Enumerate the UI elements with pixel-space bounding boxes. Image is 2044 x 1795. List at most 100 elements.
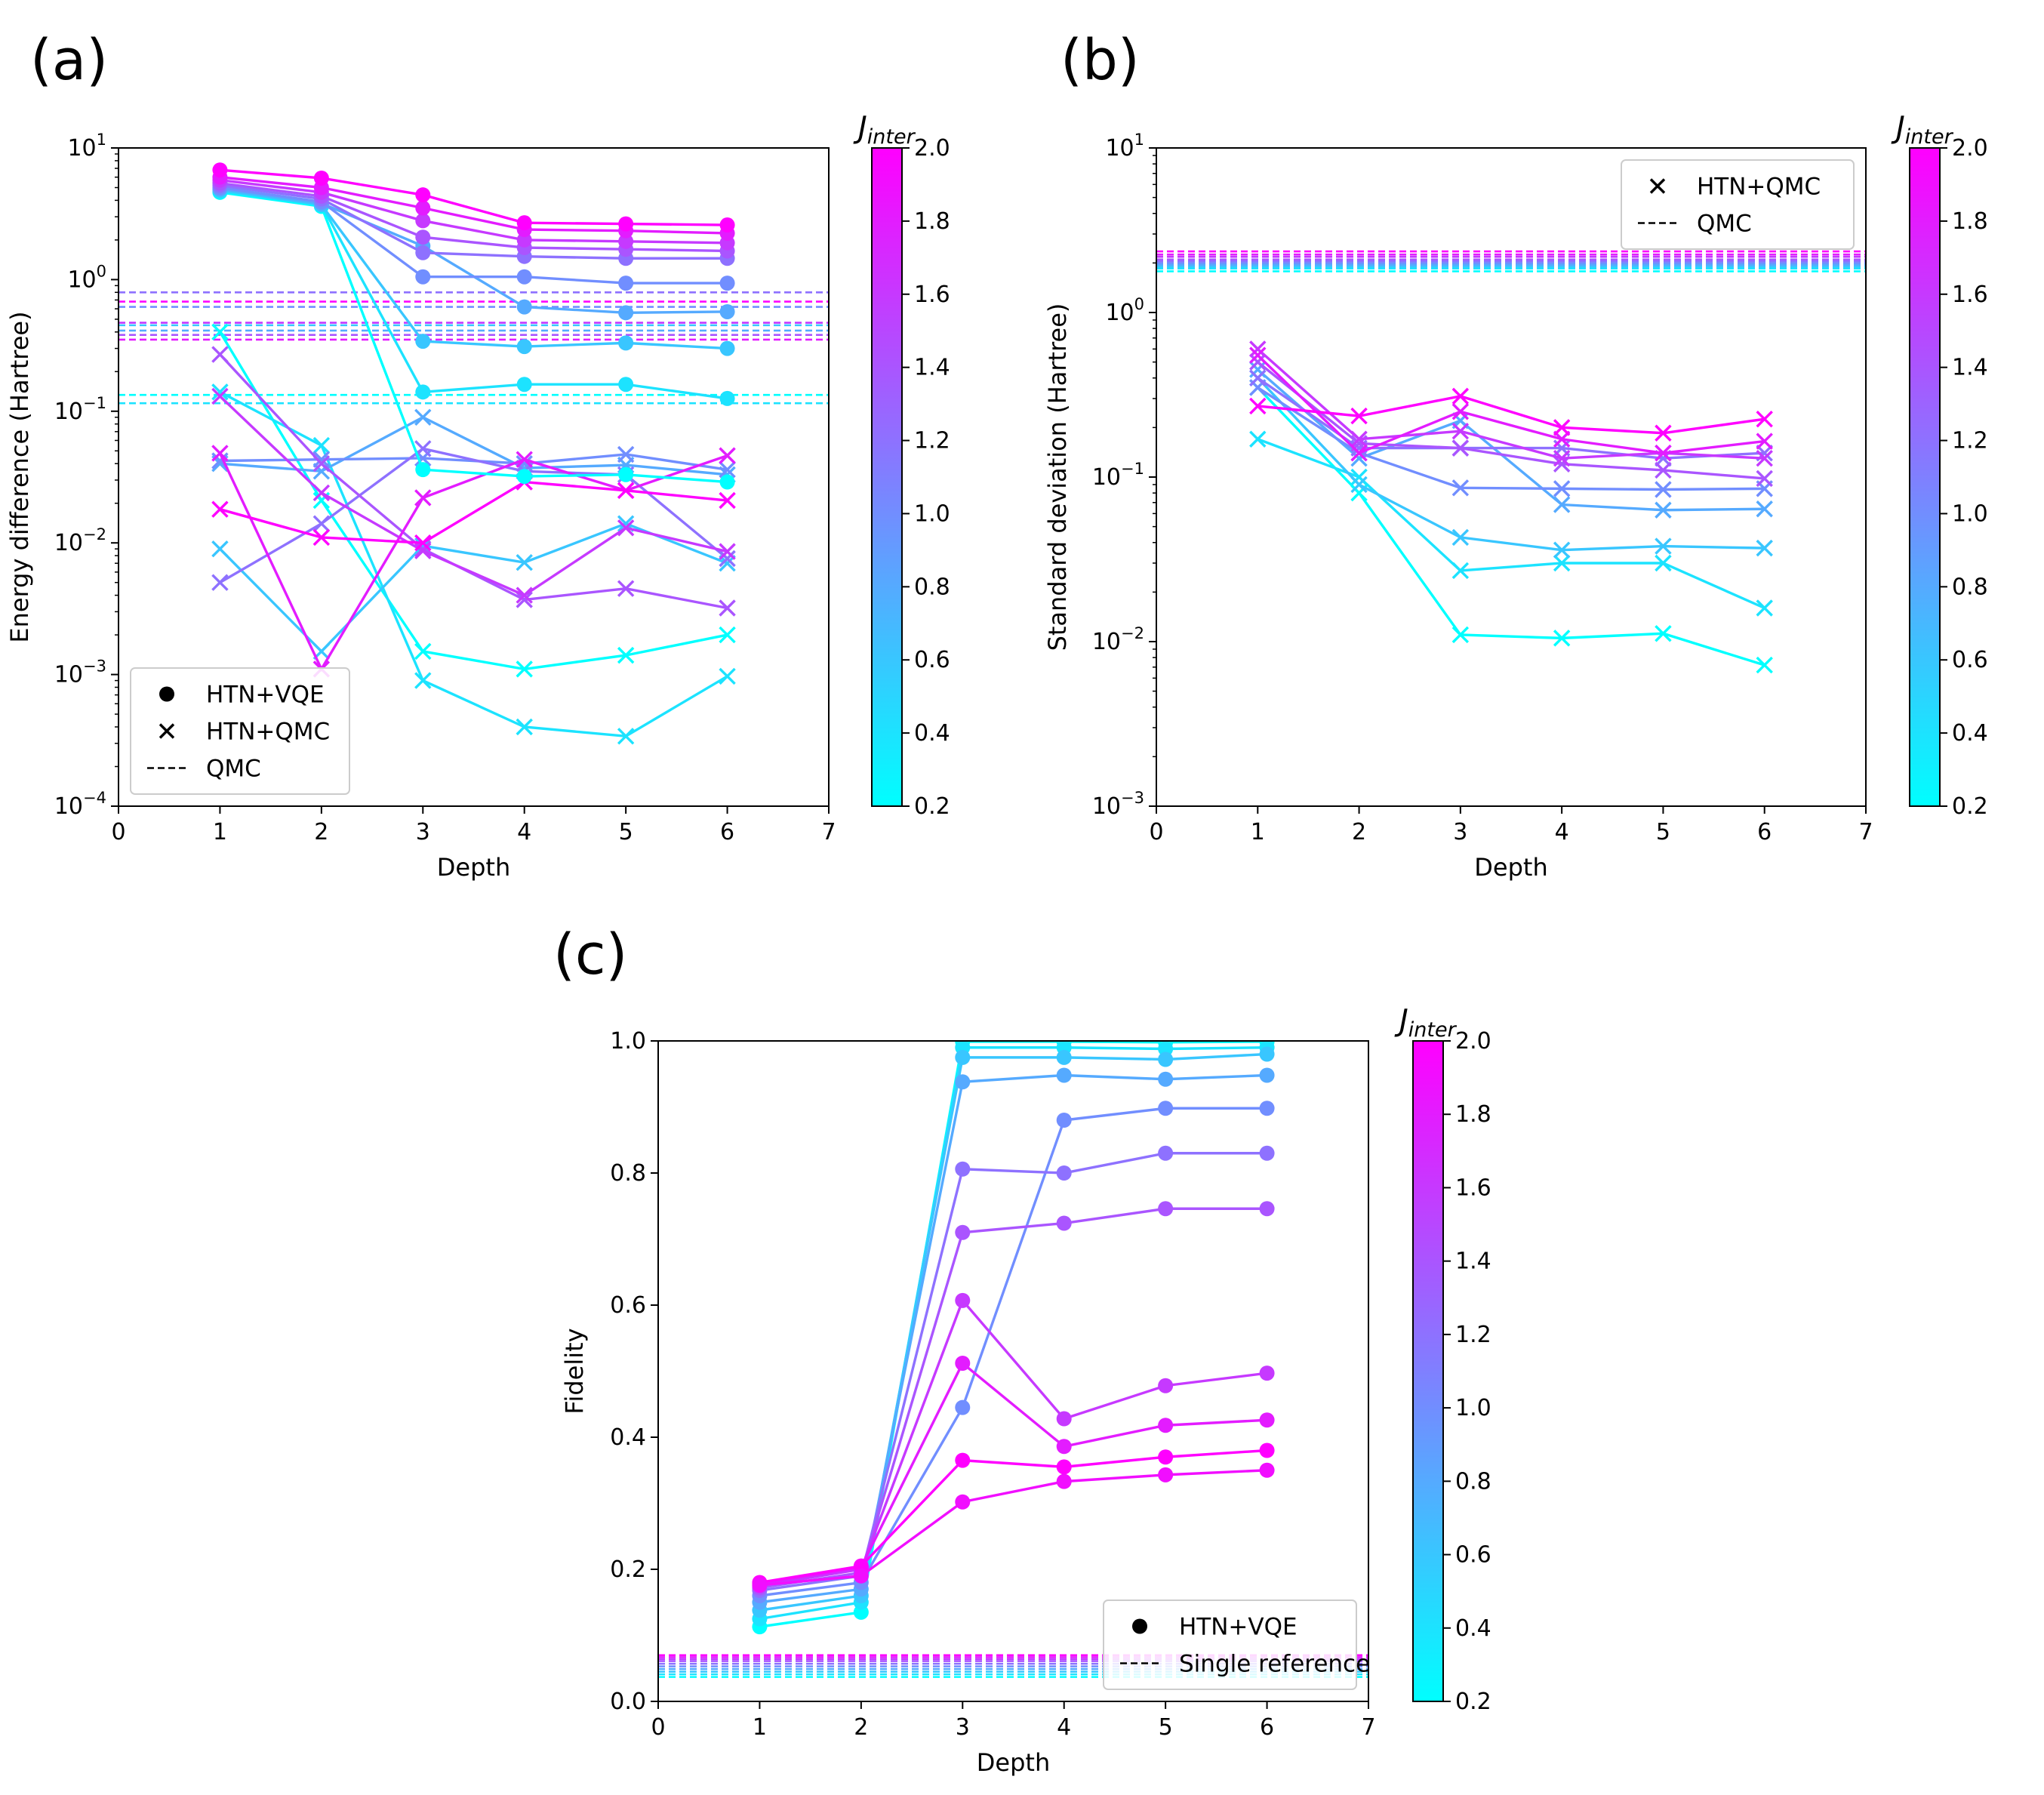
qmc-series-point: [312, 515, 331, 532]
vqe-series-point: [618, 233, 634, 249]
colorbar-tick-label: 0.2: [1952, 793, 1988, 820]
qmc-series-point: [1350, 476, 1368, 494]
vqe-series-point: [719, 217, 735, 233]
x-axis-label: Depth: [1474, 853, 1547, 882]
qmc-series-point: [1553, 541, 1571, 559]
y-tick-label: 10−2: [54, 525, 106, 556]
y-tick-label: 0.4: [610, 1424, 646, 1451]
vqe-series-point: [1056, 1165, 1072, 1181]
y-tick-label: 10−1: [54, 394, 106, 425]
qmc-series-point: [1655, 444, 1672, 462]
x-tick-label: 1: [213, 819, 227, 845]
vqe-series-point: [1158, 1418, 1174, 1433]
qmc-series-point: [617, 580, 635, 597]
qmc-series-point: [211, 540, 229, 558]
vqe-series-line: [220, 189, 728, 400]
vqe-series-line: [759, 1207, 1267, 1590]
x-tick-label: 6: [1757, 819, 1772, 845]
x-tick-label: 5: [619, 819, 633, 845]
vqe-series-point: [1158, 1071, 1174, 1087]
colorbar-tick-label: 1.2: [1455, 1322, 1491, 1348]
qmc-series-point: [719, 667, 736, 685]
vqe-series-point: [516, 269, 532, 285]
plot-area: [658, 1041, 1368, 1678]
y-tick-label: 1.0: [610, 1028, 646, 1055]
qmc-series-point: [1553, 419, 1571, 436]
qmc-series-point: [719, 491, 736, 510]
vqe-series-point: [1259, 1046, 1275, 1062]
panel-1: (b) 0 1 2 3 4 5 6 7 Depth 10−3 10−2 10−1 100 101 Standa…: [1043, 28, 1988, 882]
vqe-series-point: [1158, 1041, 1174, 1057]
colorbar-label: Jinter: [1394, 1003, 1458, 1042]
vqe-series-line: [220, 181, 728, 253]
vqe-series-line: [220, 183, 728, 260]
vqe-series-point: [516, 339, 532, 355]
colorbar-gradient: [1412, 1040, 1444, 1702]
colorbar-tick-label: 1.4: [1455, 1248, 1491, 1275]
legend-label: QMC: [206, 756, 261, 783]
axes-frame: [118, 147, 830, 807]
qmc-series-point: [1451, 626, 1470, 644]
vqe-series-line: [759, 1298, 1267, 1587]
x-tick-label: 5: [1656, 819, 1670, 845]
qmc-series-point: [719, 550, 736, 568]
vqe-series-point: [719, 303, 735, 319]
vqe-series-point: [618, 216, 634, 232]
qmc-series-point: [1249, 361, 1267, 378]
qmc-series-point: [1553, 630, 1571, 647]
vqe-series-point: [1158, 1051, 1174, 1067]
vqe-series-line: [759, 1449, 1267, 1584]
qmc-series-point: [1350, 468, 1368, 486]
qmc-series-point: [1553, 480, 1571, 497]
qmc-series-point: [312, 528, 331, 547]
legend-box: [1103, 1599, 1357, 1690]
vqe-series-point: [719, 340, 735, 356]
colorbar-tick-label: 1.4: [1952, 355, 1988, 381]
vqe-series-point: [1259, 1201, 1275, 1217]
qmc-series-point: [312, 484, 331, 502]
qmc-series-point: [516, 591, 533, 608]
panel-letter: (a): [30, 28, 108, 93]
qmc-series-point: [617, 646, 635, 664]
qmc-series-point: [1655, 461, 1672, 479]
qmc-series-point: [1756, 433, 1773, 450]
qmc-series-point: [414, 408, 432, 426]
y-tick-label: 10−3: [54, 657, 106, 688]
qmc-series-line: [1257, 395, 1765, 435]
colorbar-tick-label: 0.8: [1455, 1468, 1491, 1495]
vqe-series-line: [220, 168, 728, 226]
legend-marker-circle: [159, 686, 174, 702]
legend: HTN+QMC QMC: [1621, 159, 1855, 250]
qmc-series-point: [1553, 496, 1571, 513]
x-tick-label: 0: [1149, 819, 1163, 845]
x-tick-label: 2: [314, 819, 328, 845]
qmc-series-point: [1249, 353, 1267, 371]
qmc-series-line: [1257, 377, 1765, 552]
y-tick-label: 0.8: [610, 1160, 646, 1187]
x-tick-label: 0: [111, 819, 125, 845]
colorbar-label: Jinter: [1891, 110, 1954, 149]
qmc-series-line: [218, 452, 728, 673]
legend-marker-x: [1649, 178, 1666, 194]
plot-area: [119, 162, 829, 745]
qmc-series-point: [516, 451, 533, 468]
qmc-series-point: [1249, 430, 1267, 448]
panel-2: (c) 0 1 2 3 4 5 6 7 Depth 0.0 0.2 0.4 0.6 0.8 1.0 Fideli…: [553, 922, 1491, 1777]
legend-marker-circle: [1132, 1618, 1147, 1634]
x-tick-label: 2: [1352, 819, 1366, 845]
x-tick-label: 5: [1159, 1714, 1173, 1741]
qmc-series-point: [211, 387, 229, 405]
vqe-series-point: [1056, 1411, 1072, 1427]
vqe-series-line: [759, 1361, 1267, 1585]
qmc-series-point: [211, 445, 229, 462]
vqe-series-point: [415, 229, 431, 245]
vqe-series-point: [955, 1074, 971, 1090]
qmc-series-point: [211, 323, 229, 341]
legend: HTN+VQE Single reference: [1103, 1599, 1370, 1690]
x-tick-label: 2: [854, 1714, 868, 1741]
vqe-series-point: [955, 1161, 971, 1177]
legend: HTN+VQE HTN+QMC QMC: [130, 667, 350, 795]
qmc-series-line: [1257, 386, 1765, 491]
